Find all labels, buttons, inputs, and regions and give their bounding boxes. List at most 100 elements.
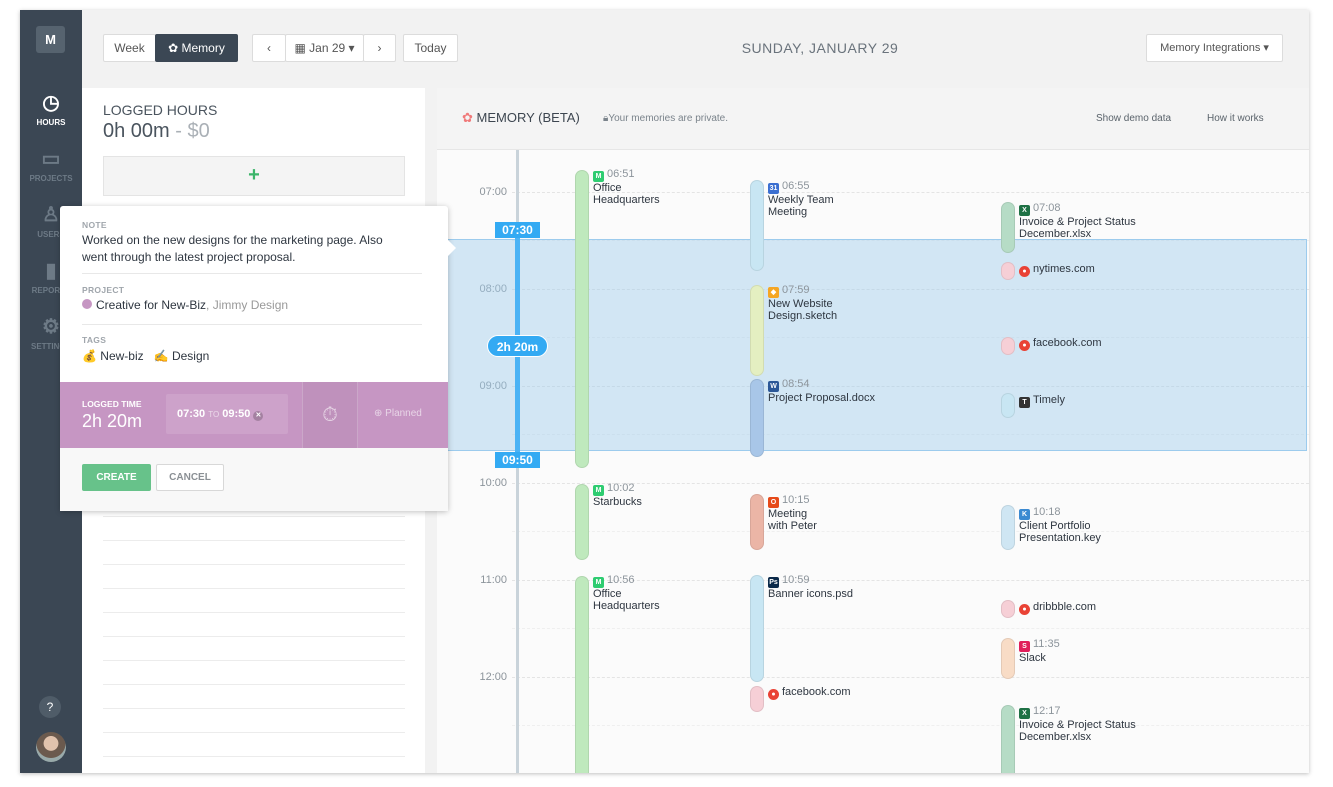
memory-item[interactable]: Ps 10:59 Banner icons.psd bbox=[768, 574, 853, 600]
memory-item[interactable]: O 10:15 Meeting with Peter bbox=[768, 494, 817, 532]
memory-bar[interactable] bbox=[1001, 262, 1015, 280]
lock-icon: 🔒︎ bbox=[603, 113, 609, 124]
note-label: NOTE bbox=[82, 220, 107, 230]
logged-time-band: LOGGED TIME 2h 20m 07:30 TO 09:50 ✕ ⏱ ⊕ … bbox=[60, 382, 448, 448]
logged-time-duration[interactable]: 2h 20m bbox=[82, 411, 143, 431]
hour-label: 12:00 bbox=[479, 671, 507, 683]
day-title: SUNDAY, JANUARY 29 bbox=[741, 40, 899, 56]
moves-icon: M bbox=[593, 171, 604, 182]
memory-item[interactable]: X 12:17 Invoice & Project Status December.x… bbox=[1019, 705, 1136, 743]
office-icon: O bbox=[768, 497, 779, 508]
memory-bar[interactable] bbox=[1001, 505, 1015, 550]
memory-item[interactable]: 31 06:55 Weekly Team Meeting bbox=[768, 180, 834, 218]
memory-item[interactable]: ● facebook.com bbox=[768, 686, 850, 700]
caret-down-icon: ▾ bbox=[345, 41, 355, 55]
time-entry-popup: NOTE Worked on the new designs for the m… bbox=[60, 206, 456, 511]
sidebar-item-settings[interactable]: ⚙ SETTINGS bbox=[20, 314, 82, 351]
selection-end-handle[interactable]: 09:50 bbox=[495, 452, 540, 468]
memory-item[interactable]: ● facebook.com bbox=[1019, 337, 1101, 351]
memory-bar[interactable] bbox=[1001, 202, 1015, 253]
add-entry-button[interactable]: + bbox=[103, 156, 405, 196]
memory-item[interactable]: X 07:08 Invoice & Project Status December.x… bbox=[1019, 202, 1136, 240]
memory-bar[interactable] bbox=[1001, 600, 1015, 618]
chevron-right-icon: › bbox=[377, 41, 382, 55]
memory-bar[interactable] bbox=[1001, 638, 1015, 679]
hour-label: 09:00 bbox=[479, 380, 507, 392]
memory-bar[interactable] bbox=[750, 575, 764, 682]
note-text[interactable]: Worked on the new designs for the market… bbox=[82, 233, 383, 264]
plus-circle-icon: ⊕ bbox=[374, 408, 386, 419]
moves-icon: M bbox=[593, 485, 604, 496]
memory-bar[interactable] bbox=[750, 686, 764, 712]
memory-item[interactable]: M 06:51 Office Headquarters bbox=[593, 168, 660, 206]
popup-footer: CREATE CANCEL bbox=[60, 448, 448, 511]
memory-bar[interactable] bbox=[575, 170, 589, 468]
memory-item[interactable]: W 08:54 Project Proposal.docx bbox=[768, 378, 875, 404]
workspace-logo[interactable]: M bbox=[36, 26, 65, 53]
money-bag-icon: 💰 bbox=[82, 349, 97, 363]
memory-view-button[interactable]: ✿ Memory bbox=[155, 34, 238, 62]
timeline[interactable]: 07:00 08:00 09:00 10:00 11:00 12:00 07:30 09:50… bbox=[437, 150, 1309, 773]
chrome-icon: ● bbox=[768, 689, 779, 700]
brain-icon: ✿ bbox=[168, 41, 182, 55]
logged-hours-total: 0h 00m - $0 bbox=[103, 120, 210, 142]
chrome-icon: ● bbox=[1019, 340, 1030, 351]
clear-icon[interactable]: ✕ bbox=[253, 411, 264, 421]
create-button[interactable]: CREATE bbox=[82, 464, 151, 491]
memory-bar[interactable] bbox=[575, 576, 589, 773]
project-label: PROJECT bbox=[82, 285, 125, 295]
sidebar-item-reports[interactable]: ▮ REPORTS bbox=[20, 258, 82, 295]
memory-item[interactable]: K 10:18 Client Portfolio Presentation.key bbox=[1019, 506, 1101, 544]
tags-list[interactable]: 💰 New-biz ✍ Design bbox=[82, 349, 210, 363]
week-view-button[interactable]: Week bbox=[103, 34, 156, 62]
selection-start-handle[interactable]: 07:30 bbox=[495, 222, 540, 238]
selected-range[interactable] bbox=[437, 239, 1307, 451]
show-demo-data-link[interactable]: Show demo data bbox=[1096, 113, 1172, 124]
memory-title: ✿ MEMORY (BETA) bbox=[462, 110, 580, 125]
memory-bar[interactable] bbox=[750, 494, 764, 550]
avatar[interactable] bbox=[36, 732, 66, 762]
sidebar-item-users[interactable]: ♙ USERS bbox=[20, 202, 82, 239]
memory-item[interactable]: ◆ 07:59 New Website Design.sketch bbox=[768, 284, 838, 322]
caret-down-icon: ▾ bbox=[1260, 42, 1269, 54]
memory-bar[interactable] bbox=[750, 180, 764, 271]
how-it-works-link[interactable]: How it works bbox=[1207, 113, 1264, 124]
prev-day-button[interactable]: ‹ bbox=[252, 34, 286, 62]
memory-bar[interactable] bbox=[1001, 337, 1015, 355]
memory-item[interactable]: T Timely bbox=[1019, 394, 1065, 408]
memory-item[interactable]: M 10:02 Starbucks bbox=[593, 482, 642, 508]
memory-bar[interactable] bbox=[750, 379, 764, 457]
project-selector[interactable]: Creative for New-Biz, Jimmy Design bbox=[82, 298, 288, 312]
sidebar-item-hours[interactable]: ◷ HOURS bbox=[20, 90, 82, 127]
stopwatch-icon[interactable]: ⏱ bbox=[302, 382, 358, 448]
memory-item[interactable]: S 11:35 Slack bbox=[1019, 638, 1060, 664]
hour-label: 07:00 bbox=[479, 186, 507, 198]
memory-bar[interactable] bbox=[1001, 393, 1015, 418]
hour-label: 10:00 bbox=[479, 477, 507, 489]
memory-integrations-dropdown[interactable]: Memory Integrations ▾ bbox=[1146, 34, 1283, 62]
calendar-icon: 31 bbox=[768, 183, 779, 194]
memory-bar[interactable] bbox=[1001, 705, 1015, 773]
photoshop-icon: Ps bbox=[768, 577, 779, 588]
date-picker[interactable]: ▦ Jan 29 ▾ bbox=[285, 34, 364, 62]
excel-icon: X bbox=[1019, 708, 1030, 719]
memory-bar[interactable] bbox=[750, 285, 764, 376]
logged-time-label: LOGGED TIME bbox=[82, 399, 142, 409]
memory-bar[interactable] bbox=[575, 484, 589, 560]
next-day-button[interactable]: › bbox=[363, 34, 396, 62]
time-range[interactable]: 07:30 TO 09:50 ✕ bbox=[166, 394, 288, 434]
memory-item[interactable]: M 10:56 Office Headquarters bbox=[593, 574, 660, 612]
excel-icon: X bbox=[1019, 205, 1030, 216]
memory-item[interactable]: ● nytimes.com bbox=[1019, 263, 1095, 277]
sidebar-item-projects[interactable]: ▭ PROJECTS bbox=[20, 146, 82, 183]
word-icon: W bbox=[768, 381, 779, 392]
app-window: M ◷ HOURS ▭ PROJECTS ♙ USERS ▮ REPORTS ⚙ SETT… bbox=[20, 10, 1309, 773]
help-button[interactable]: ? bbox=[39, 696, 61, 718]
keynote-icon: K bbox=[1019, 509, 1030, 520]
planned-button[interactable]: ⊕ Planned bbox=[374, 408, 422, 419]
chevron-left-icon: ‹ bbox=[267, 41, 271, 55]
cancel-button[interactable]: CANCEL bbox=[156, 464, 224, 491]
memory-item[interactable]: ● dribbble.com bbox=[1019, 601, 1096, 615]
today-button[interactable]: Today bbox=[403, 34, 458, 62]
clock-icon: ◷ bbox=[42, 92, 60, 114]
